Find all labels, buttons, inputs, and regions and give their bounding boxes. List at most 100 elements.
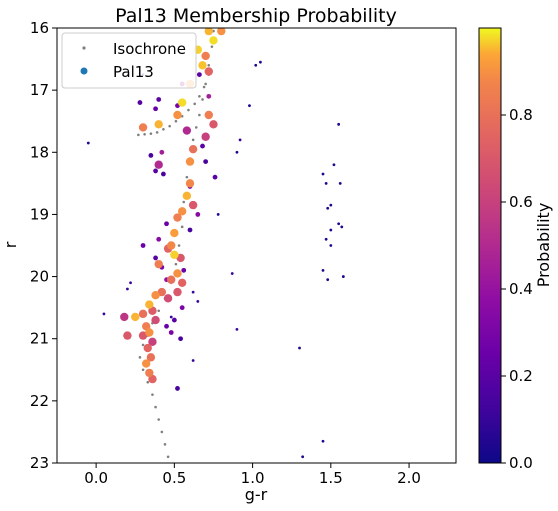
pal13-point [126, 287, 129, 291]
pal13-point [182, 191, 192, 200]
legend: Isochrone Pal13 [61, 32, 197, 89]
pal13-point [161, 171, 166, 177]
isochrone-point [204, 82, 207, 86]
pal13-point [326, 278, 330, 282]
pal13-point [235, 327, 239, 331]
pal13-point [159, 149, 165, 155]
isochrone-point [154, 405, 157, 409]
pal13-point [196, 72, 202, 78]
isochrone-point [138, 356, 142, 359]
isochrone-point [177, 244, 181, 247]
pal13-point [326, 206, 330, 210]
pal13-point [167, 241, 176, 250]
pal13-point [154, 120, 163, 129]
pal13-point [153, 255, 158, 261]
isochrone-point [185, 175, 189, 179]
pal13-point [217, 28, 226, 36]
pal13-point [181, 267, 187, 273]
pal13-point [164, 323, 169, 329]
pal13-point [200, 143, 205, 149]
isochrone-point [149, 132, 153, 135]
pal13-point [148, 337, 157, 347]
pal13-point [209, 120, 218, 129]
pal13-point [148, 152, 154, 158]
pal13-point [187, 227, 193, 233]
pal13-point [156, 236, 162, 242]
pal13-point [143, 343, 152, 353]
pal13-point [173, 110, 182, 120]
x-axis-label: g-r [245, 485, 268, 504]
pal13-point [301, 455, 305, 459]
pal13-point [145, 328, 154, 337]
pal13-point [185, 157, 195, 166]
pal13-point [170, 250, 179, 260]
pal13-point [329, 203, 333, 207]
pal13-point [191, 359, 195, 362]
colorbar: 0.0 0.2 0.4 0.6 0.8 Probability [478, 27, 553, 472]
pal13-point [153, 168, 158, 174]
isochrone-point [207, 63, 211, 67]
pal13-point [137, 100, 143, 105]
isochrone-point [174, 262, 178, 266]
isochrone-point [193, 102, 196, 106]
colorbar-tick-label: 0.2 [509, 367, 533, 385]
pal13-point [171, 317, 177, 323]
colorbar-tick-label: 0.6 [509, 193, 533, 211]
pal13-point [178, 336, 184, 342]
pal13-point [235, 150, 239, 154]
isochrone-point [187, 108, 190, 112]
pal13-point [175, 386, 180, 391]
x-tick-label: 1.0 [241, 469, 265, 487]
legend-label-isochrone: Isochrone [113, 40, 186, 58]
pal13-point [140, 243, 146, 248]
pal13-point [177, 207, 187, 216]
legend-marker-pal13 [80, 67, 88, 75]
pal13-point [168, 330, 174, 335]
pal13-point [173, 269, 182, 278]
isochrone-point [166, 455, 170, 459]
pal13-point [138, 123, 148, 132]
isochrone-point [168, 124, 171, 128]
pal13-point [129, 281, 132, 285]
pal13-point [131, 312, 140, 322]
pal13-point [329, 244, 333, 247]
pal13-point [209, 36, 218, 45]
isochrone-point [141, 368, 145, 372]
pal13-point [120, 312, 129, 322]
pal13-point [176, 253, 185, 263]
pal13-point [102, 312, 106, 316]
plot-frame [56, 27, 457, 464]
pal13-point [156, 97, 162, 102]
pal13-point [321, 172, 325, 176]
x-tick-label: 0.0 [84, 469, 108, 487]
pal13-point [141, 322, 151, 331]
pal13-point [248, 104, 251, 108]
y-tick-label: 21 [30, 330, 49, 348]
pal13-point [138, 309, 148, 319]
pal13-point [230, 272, 234, 275]
pal13-point [321, 439, 325, 443]
pal13-point [173, 287, 182, 297]
pal13-point [321, 268, 325, 272]
isochrone-point [160, 430, 164, 434]
pal13-point [154, 160, 163, 169]
pal13-point [206, 93, 212, 99]
pal13-point [179, 305, 185, 311]
pal13-point [163, 294, 173, 303]
legend-marker-isochrone [82, 46, 86, 50]
pal13-point [298, 346, 301, 350]
pal13-point [324, 181, 328, 185]
pal13-point [151, 315, 160, 325]
pal13-point [201, 51, 210, 61]
x-axis: 0.0 0.5 1.0 1.5 2.0 [84, 463, 421, 487]
y-tick-label: 19 [30, 205, 49, 223]
colorbar-gradient [478, 27, 502, 464]
colorbar-label: Probability [534, 203, 553, 288]
colorbar-tick-label: 0.4 [509, 280, 533, 298]
pal13-point [154, 259, 163, 269]
pal13-point [188, 144, 198, 154]
pal13-point [86, 141, 90, 145]
x-tick-label: 1.5 [319, 469, 343, 487]
y-axis: 16 17 18 19 20 21 22 23 [30, 19, 57, 472]
